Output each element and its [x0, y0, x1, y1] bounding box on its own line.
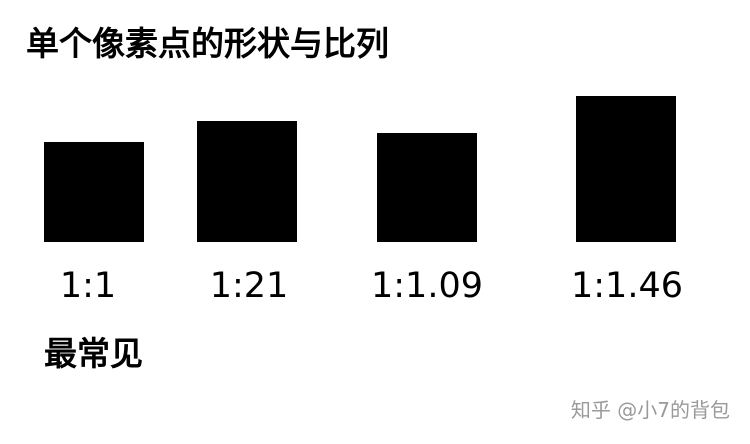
ratio-label-1: 1:1 — [59, 266, 117, 306]
pixel-shape-1 — [44, 142, 144, 242]
pixel-shape-4 — [576, 96, 676, 242]
pixel-shape-3 — [377, 133, 477, 242]
ratio-label-2: 1:21 — [209, 266, 289, 306]
watermark: 知乎 @小7的背包 — [570, 398, 730, 422]
most-common-note: 最常见 — [44, 334, 143, 373]
pixel-shape-2 — [197, 121, 297, 242]
ratio-label-4: 1:1.46 — [571, 266, 683, 306]
ratio-label-3: 1:1.09 — [371, 266, 483, 306]
diagram-title: 单个像素点的形状与比列 — [26, 24, 389, 63]
